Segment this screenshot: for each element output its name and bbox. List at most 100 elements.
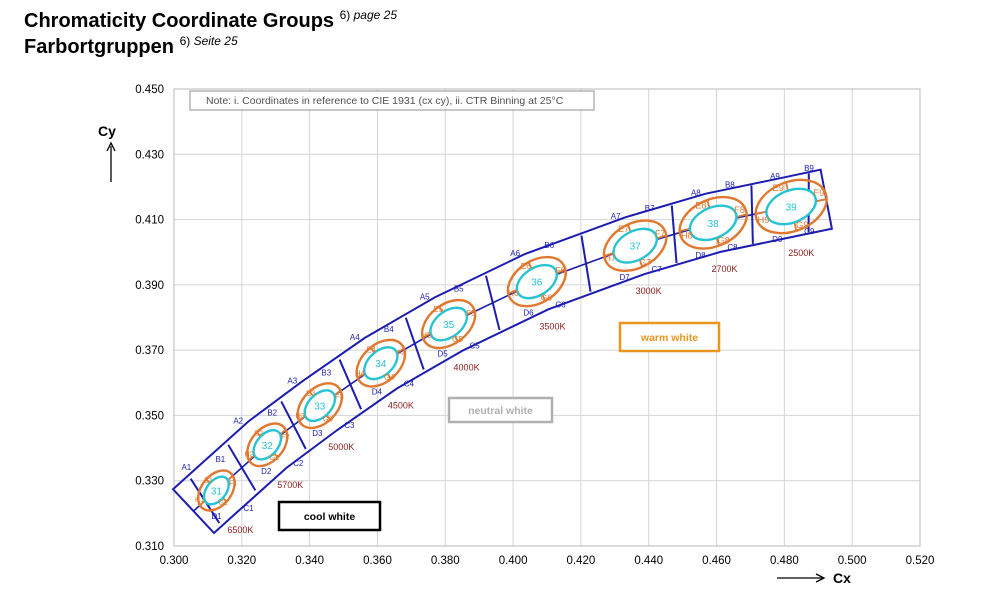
zone-label: cool white <box>304 511 355 523</box>
bin-label: A9 <box>770 172 780 181</box>
cct-label: 2500K <box>788 248 814 258</box>
zone-box <box>277 500 382 532</box>
sub-bin-label: F1 <box>229 480 237 487</box>
sub-bin-label: G1 <box>218 500 227 507</box>
sub-bin-label: F8 <box>734 205 745 215</box>
zone-label: neutral white <box>468 405 533 417</box>
sub-bin-label: G6 <box>541 292 553 302</box>
large-ellipse <box>246 422 289 468</box>
x-tick-label: 0.300 <box>160 555 189 567</box>
bin-label: D2 <box>261 467 272 476</box>
cct-label: 5700K <box>277 480 303 490</box>
bin-label: D9 <box>772 235 783 244</box>
sub-bin-label: F2 <box>281 432 290 441</box>
y-tick-label: 0.410 <box>135 215 164 227</box>
group-code: 33 <box>314 402 326 413</box>
bin-label: D5 <box>437 350 448 359</box>
bin-label: C8 <box>727 243 738 252</box>
x-tick-label: 0.480 <box>770 555 799 567</box>
sub-bin-label: E2 <box>254 429 263 438</box>
bin-label: D6 <box>523 308 534 317</box>
sub-bin-label: H3 <box>295 411 305 420</box>
sub-bin-label: G2 <box>270 453 280 462</box>
x-tick-label: 0.320 <box>227 555 256 567</box>
bin-label: D7 <box>620 273 631 282</box>
bin-label: C5 <box>469 342 480 351</box>
small-ellipse <box>515 263 558 300</box>
annotations: Note: i. Coordinates in reference to CIE… <box>189 90 721 532</box>
sub-bin-label: H8 <box>681 231 693 241</box>
x-tick-label: 0.460 <box>702 555 731 567</box>
grid-lines <box>173 88 921 547</box>
group-code: 38 <box>708 219 720 230</box>
large-ellipse <box>196 469 236 512</box>
bin-label: D1 <box>211 512 222 521</box>
large-ellipse <box>421 298 477 350</box>
bin-band-outline <box>171 168 834 535</box>
sub-bin-label: G9 <box>796 219 809 230</box>
sub-bin-label: H9 <box>757 214 769 225</box>
bin-label: A2 <box>233 417 243 426</box>
bin-label: A7 <box>611 212 621 221</box>
group-code: 39 <box>786 203 798 214</box>
sub-bin-label: F7 <box>655 228 665 238</box>
x-axis-arrowhead <box>815 573 826 583</box>
bin-label: B6 <box>544 241 554 250</box>
x-tick-label: 0.360 <box>363 555 392 567</box>
sub-bin-label: H4 <box>355 369 366 378</box>
sub-bin-label: F6 <box>555 265 565 275</box>
bin-label: D8 <box>695 251 706 260</box>
cct-label: 5000K <box>328 442 354 452</box>
small-ellipse <box>202 475 230 506</box>
bin-label: C4 <box>404 380 415 389</box>
cct-label: 4000K <box>454 363 480 373</box>
x-tick-label: 0.400 <box>499 555 528 567</box>
plot-border <box>173 88 921 547</box>
large-ellipse <box>296 382 344 430</box>
bin-label: C3 <box>344 421 355 430</box>
bin-label: A5 <box>420 292 430 301</box>
bin-label: B1 <box>215 455 225 464</box>
bin-label: A8 <box>691 189 701 198</box>
bin-labels: 31 E1 F1 G1 H1 A1 B1 C1 D1 6500K 32 E2 F2 G2 H2 A2 B2 C2 D… <box>181 164 824 535</box>
sub-bin-label: H1 <box>195 497 204 504</box>
sub-bin-label: H6 <box>508 288 519 298</box>
sub-bin-label: H7 <box>605 253 616 263</box>
cct-label: 6500K <box>227 525 253 535</box>
sub-bin-label: H5 <box>421 331 432 340</box>
bin-label: B9 <box>804 164 814 173</box>
sub-bin-label: F9 <box>813 187 824 198</box>
group-code: 31 <box>211 487 223 498</box>
sub-bin-label: E3 <box>306 389 315 398</box>
bin-label: D4 <box>372 388 383 397</box>
sub-bin-label: E5 <box>433 305 443 314</box>
sub-bin-label: F5 <box>466 309 476 318</box>
bin-label: B5 <box>454 284 464 293</box>
small-ellipse <box>612 227 658 264</box>
group-code: 32 <box>262 441 274 452</box>
zone-label: warm white <box>640 332 698 344</box>
large-ellipse <box>506 255 567 308</box>
x-tick-label: 0.340 <box>295 555 324 567</box>
x-tick-label: 0.520 <box>906 555 935 567</box>
y-axis-arrowhead <box>106 141 116 152</box>
bin-label: A4 <box>350 333 360 342</box>
bin-label: B4 <box>384 325 394 334</box>
axes: Cy Cx <box>98 88 921 586</box>
sub-bin-label: E7 <box>618 224 629 234</box>
bin-label: A3 <box>287 376 297 385</box>
sub-bin-label: E4 <box>366 345 376 354</box>
bin-label: C6 <box>555 300 566 309</box>
sub-bin-label: F3 <box>335 392 344 401</box>
sub-bin-label: E6 <box>521 261 532 271</box>
small-ellipse <box>303 389 337 423</box>
bin-label: C9 <box>804 227 815 236</box>
bin-label: B8 <box>725 181 735 190</box>
large-ellipse <box>678 195 748 250</box>
small-ellipse <box>688 204 738 242</box>
x-tick-label: 0.440 <box>634 555 663 567</box>
cct-label: 3000K <box>636 286 662 296</box>
group-code: 36 <box>531 278 543 289</box>
group-code: 34 <box>375 359 387 370</box>
